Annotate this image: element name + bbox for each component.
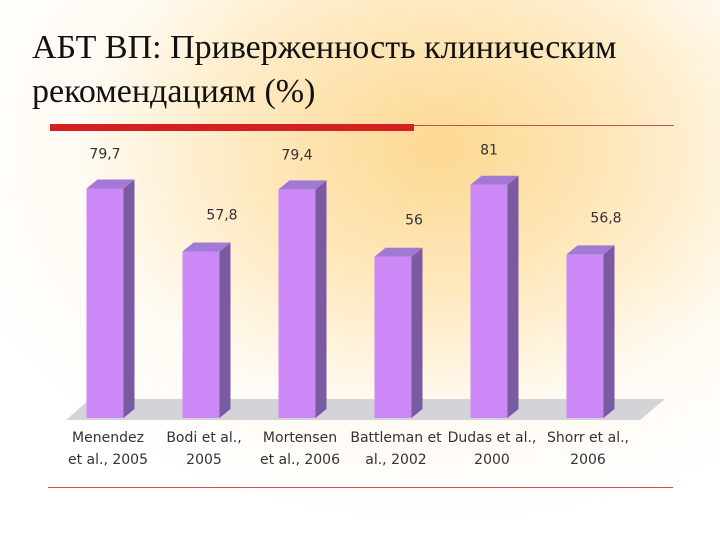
category-label: Shorr et al., xyxy=(547,430,629,446)
bar-top xyxy=(86,179,135,189)
category-label: 2000 xyxy=(474,452,510,468)
bar-value-label: 56 xyxy=(405,213,423,229)
bar-3 xyxy=(278,180,327,418)
category-label: 2006 xyxy=(570,452,606,468)
category-label: al., 2002 xyxy=(365,452,426,468)
bar-top xyxy=(374,247,423,257)
bar-2 xyxy=(182,242,231,418)
bottom-divider-line xyxy=(48,487,673,488)
bar-value-label: 57,8 xyxy=(206,208,237,224)
title-divider-line xyxy=(414,125,674,126)
bar-side xyxy=(411,247,423,418)
category-label: Battleman et xyxy=(350,430,442,446)
bar-side xyxy=(315,180,327,418)
bar-value-label: 81 xyxy=(480,143,498,159)
bar-side xyxy=(603,245,615,418)
bar-side xyxy=(123,179,135,418)
bar-side xyxy=(219,242,231,418)
bar-1 xyxy=(86,179,135,418)
category-label: 2005 xyxy=(186,452,222,468)
bar-top xyxy=(278,180,327,190)
bar-front xyxy=(374,256,412,418)
bar-top xyxy=(182,242,231,252)
bar-value-label: 79,4 xyxy=(281,147,312,163)
bar-5 xyxy=(470,175,519,418)
bar-value-label: 56,8 xyxy=(590,210,621,226)
bar-front xyxy=(278,189,316,418)
title-accent-bar xyxy=(50,124,414,131)
category-label: Bodi et al., xyxy=(166,430,241,446)
category-label: Menendez xyxy=(72,430,144,446)
category-label: et al., 2005 xyxy=(68,452,148,468)
category-label: Dudas et al., xyxy=(448,430,537,446)
slide-title: АБТ ВП: Приверженность клиническим реком… xyxy=(32,29,617,110)
bar-top xyxy=(470,175,519,185)
bar-front xyxy=(470,184,508,418)
bar-side xyxy=(507,175,519,418)
category-label: et al., 2006 xyxy=(260,452,340,468)
bar-value-label: 79,7 xyxy=(89,146,120,162)
bar-4 xyxy=(374,247,423,418)
category-label: Mortensen xyxy=(263,430,337,446)
bar-front xyxy=(566,254,604,418)
bar-front xyxy=(182,251,220,418)
bar-front xyxy=(86,188,124,418)
bar-top xyxy=(566,245,615,255)
bar-6 xyxy=(566,245,615,418)
